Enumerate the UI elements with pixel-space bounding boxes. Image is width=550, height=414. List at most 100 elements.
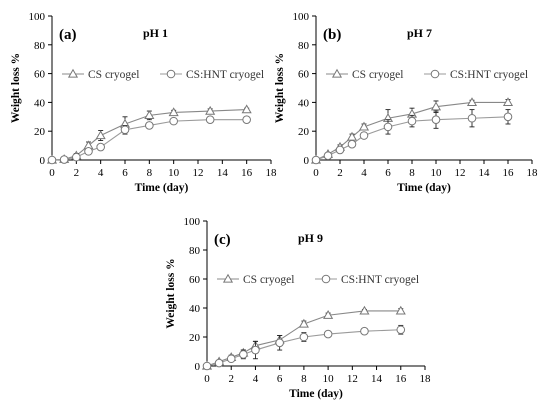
y-axis-label: Weight loss % bbox=[10, 53, 22, 123]
y-tick-label: 60 bbox=[34, 69, 46, 81]
y-tick-label: 100 bbox=[29, 11, 46, 23]
legend: CS cryogel CS:HNT cryogel bbox=[326, 68, 528, 81]
legend-label: CS:HNT cryogel bbox=[450, 69, 528, 81]
legend-label: CS cryogel bbox=[243, 274, 294, 286]
data-point bbox=[168, 107, 179, 117]
x-tick-label: 2 bbox=[337, 167, 343, 179]
x-tick-label: 12 bbox=[193, 167, 204, 179]
y-tick-label: 20 bbox=[34, 126, 46, 138]
data-point bbox=[311, 155, 321, 165]
x-tick-label: 8 bbox=[301, 373, 307, 385]
data-point bbox=[298, 318, 309, 328]
data-point bbox=[144, 110, 155, 120]
y-tick-label: 40 bbox=[189, 303, 201, 315]
data-point bbox=[72, 152, 81, 162]
x-tick-label: 4 bbox=[98, 167, 104, 179]
data-point bbox=[226, 354, 236, 364]
data-point bbox=[323, 310, 334, 319]
legend-marker bbox=[430, 69, 440, 79]
y-tick-label: 80 bbox=[298, 40, 310, 52]
chart-title: pH 1 bbox=[143, 26, 168, 40]
series-line bbox=[206, 329, 401, 367]
data-point bbox=[251, 345, 260, 355]
x-tick-label: 16 bbox=[241, 167, 253, 179]
x-tick-label: 6 bbox=[385, 167, 391, 179]
x-tick-label: 12 bbox=[455, 167, 466, 179]
series-circle bbox=[202, 324, 406, 371]
data-point bbox=[239, 350, 248, 359]
legend-label: CS:HNT cryogel bbox=[341, 274, 419, 286]
series-circle bbox=[311, 109, 513, 165]
y-tick-label: 20 bbox=[189, 332, 201, 344]
data-point bbox=[335, 145, 345, 155]
series-line bbox=[315, 101, 508, 161]
chart-title: pH 7 bbox=[407, 26, 432, 40]
x-tick-label: 12 bbox=[347, 373, 358, 385]
x-tick-label: 14 bbox=[479, 167, 491, 179]
x-tick-label: 10 bbox=[168, 167, 180, 179]
series-line bbox=[51, 119, 247, 161]
legend: CS cryogel CS:HNT cryogel bbox=[217, 273, 419, 286]
y-axis-label: Weight loss % bbox=[165, 258, 177, 328]
data-point bbox=[383, 122, 393, 132]
legend-label: CS cryogel bbox=[88, 69, 139, 81]
y-tick-label: 0 bbox=[40, 155, 46, 167]
legend: CS cryogel CS:HNT cryogel bbox=[62, 68, 264, 81]
data-point bbox=[47, 155, 57, 165]
y-tick-label: 40 bbox=[298, 97, 310, 109]
x-tick-label: 10 bbox=[431, 167, 443, 179]
data-point bbox=[347, 139, 357, 149]
data-point bbox=[242, 115, 251, 124]
panel-label: (b) bbox=[323, 27, 341, 43]
panel-label: (c) bbox=[214, 232, 231, 248]
data-point bbox=[299, 332, 309, 342]
legend-label: CS cryogel bbox=[352, 69, 403, 81]
data-point bbox=[358, 121, 370, 131]
data-point bbox=[407, 116, 417, 126]
data-point bbox=[145, 121, 154, 130]
data-point bbox=[84, 147, 93, 156]
x-axis-label: Time (day) bbox=[135, 182, 189, 194]
data-point bbox=[120, 125, 130, 135]
data-point bbox=[359, 305, 370, 315]
y-tick-label: 20 bbox=[298, 126, 310, 138]
legend-marker bbox=[222, 273, 234, 283]
x-tick-label: 0 bbox=[49, 167, 55, 179]
x-tick-label: 8 bbox=[409, 167, 415, 179]
y-tick-label: 100 bbox=[293, 11, 310, 23]
data-point bbox=[466, 97, 478, 107]
legend-marker bbox=[67, 68, 79, 78]
data-point bbox=[96, 142, 105, 152]
data-point bbox=[323, 329, 333, 339]
x-tick-label: 8 bbox=[147, 167, 153, 179]
chart-panel-1: 0 2 4 6 8 10 12 14 16 18 0 20 40 60 80 100 Time (day) Wei… bbox=[10, 11, 277, 194]
data-point bbox=[59, 155, 69, 164]
y-tick-label: 40 bbox=[34, 97, 46, 109]
x-tick-label: 2 bbox=[228, 373, 234, 385]
data-point bbox=[396, 325, 406, 335]
y-axis-label: Weight loss % bbox=[274, 53, 286, 123]
x-tick-label: 0 bbox=[204, 373, 210, 385]
chart-panel-2: 0 2 4 6 8 10 12 14 16 18 0 20 40 60 80 100 Time (day) Wei… bbox=[274, 11, 538, 194]
data-point bbox=[275, 338, 284, 348]
data-point bbox=[431, 115, 441, 124]
data-point bbox=[359, 131, 369, 140]
x-tick-label: 14 bbox=[371, 373, 383, 385]
y-tick-label: 0 bbox=[195, 361, 201, 373]
x-axis-label: Time (day) bbox=[289, 388, 343, 400]
series-line bbox=[206, 310, 401, 367]
series-line bbox=[51, 109, 247, 161]
y-tick-label: 80 bbox=[189, 245, 201, 257]
data-point bbox=[502, 97, 514, 107]
x-tick-label: 6 bbox=[122, 167, 128, 179]
panel-label: (a) bbox=[59, 27, 77, 43]
x-tick-label: 14 bbox=[217, 167, 229, 179]
data-point bbox=[241, 104, 252, 114]
y-tick-label: 100 bbox=[184, 216, 201, 228]
data-point bbox=[205, 115, 215, 124]
x-tick-label: 2 bbox=[74, 167, 80, 179]
y-tick-label: 80 bbox=[34, 40, 46, 52]
series-line bbox=[315, 116, 509, 161]
legend-marker bbox=[321, 274, 331, 284]
